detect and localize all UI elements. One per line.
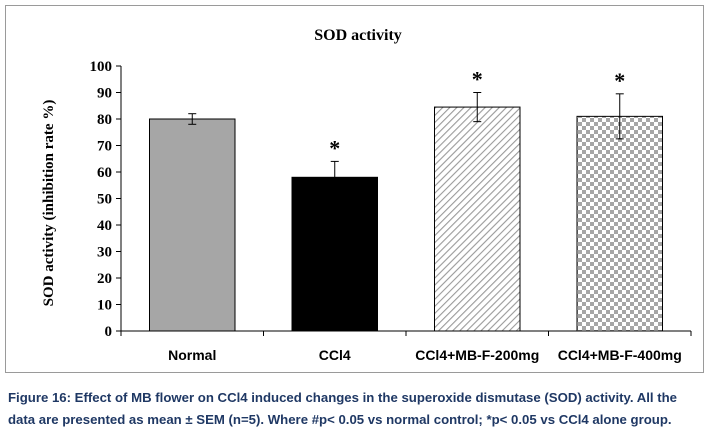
significance-marker: * [472, 67, 483, 92]
x-tick-label: Normal [168, 347, 216, 363]
x-tick-label: CCl4+MB-F-400mg [558, 347, 682, 363]
chart-area: SOD activity SOD activity (inhibition ra… [5, 5, 704, 373]
y-tick-label: 100 [90, 59, 113, 75]
x-axis: Normal CCl4 CCl4+MB-F-200mg CCl4+MB-F-400mg [120, 330, 692, 363]
bar-1 [149, 118, 236, 332]
chart-title: SOD activity [314, 27, 402, 44]
y-tick-label: 40 [97, 218, 112, 234]
bar-chart: SOD activity SOD activity (inhibition ra… [41, 27, 692, 363]
significance-marker: * [614, 68, 625, 93]
y-tick-label: 10 [97, 298, 112, 314]
y-tick-label: 50 [97, 192, 112, 208]
y-tick-label: 30 [97, 245, 112, 261]
significance-marker: * [329, 135, 340, 160]
y-tick-label: 0 [105, 324, 113, 340]
y-tick-label: 90 [97, 86, 112, 102]
bar-4 [576, 115, 663, 332]
y-tick-label: 80 [97, 112, 112, 128]
figure-caption: Figure 16: Effect of MB flower on CCl4 i… [8, 387, 714, 431]
bar-3 [434, 106, 521, 332]
y-axis-label: SOD activity (inhibition rate %) [41, 100, 57, 307]
x-tick-label: CCl4+MB-F-200mg [415, 347, 539, 363]
y-tick-label: 60 [97, 165, 112, 181]
caption-line-2: data are presented as mean ± SEM (n=5). … [8, 412, 672, 427]
bars-group: * * * [149, 67, 663, 332]
y-tick-label: 70 [97, 139, 112, 155]
bar-2 [291, 176, 378, 332]
y-axis: 0 10 20 30 40 50 60 70 80 90 100 [90, 59, 122, 340]
y-tick-label: 20 [97, 271, 112, 287]
x-tick-label: CCl4 [319, 347, 351, 363]
caption-line-1: Figure 16: Effect of MB flower on CCl4 i… [8, 390, 678, 405]
